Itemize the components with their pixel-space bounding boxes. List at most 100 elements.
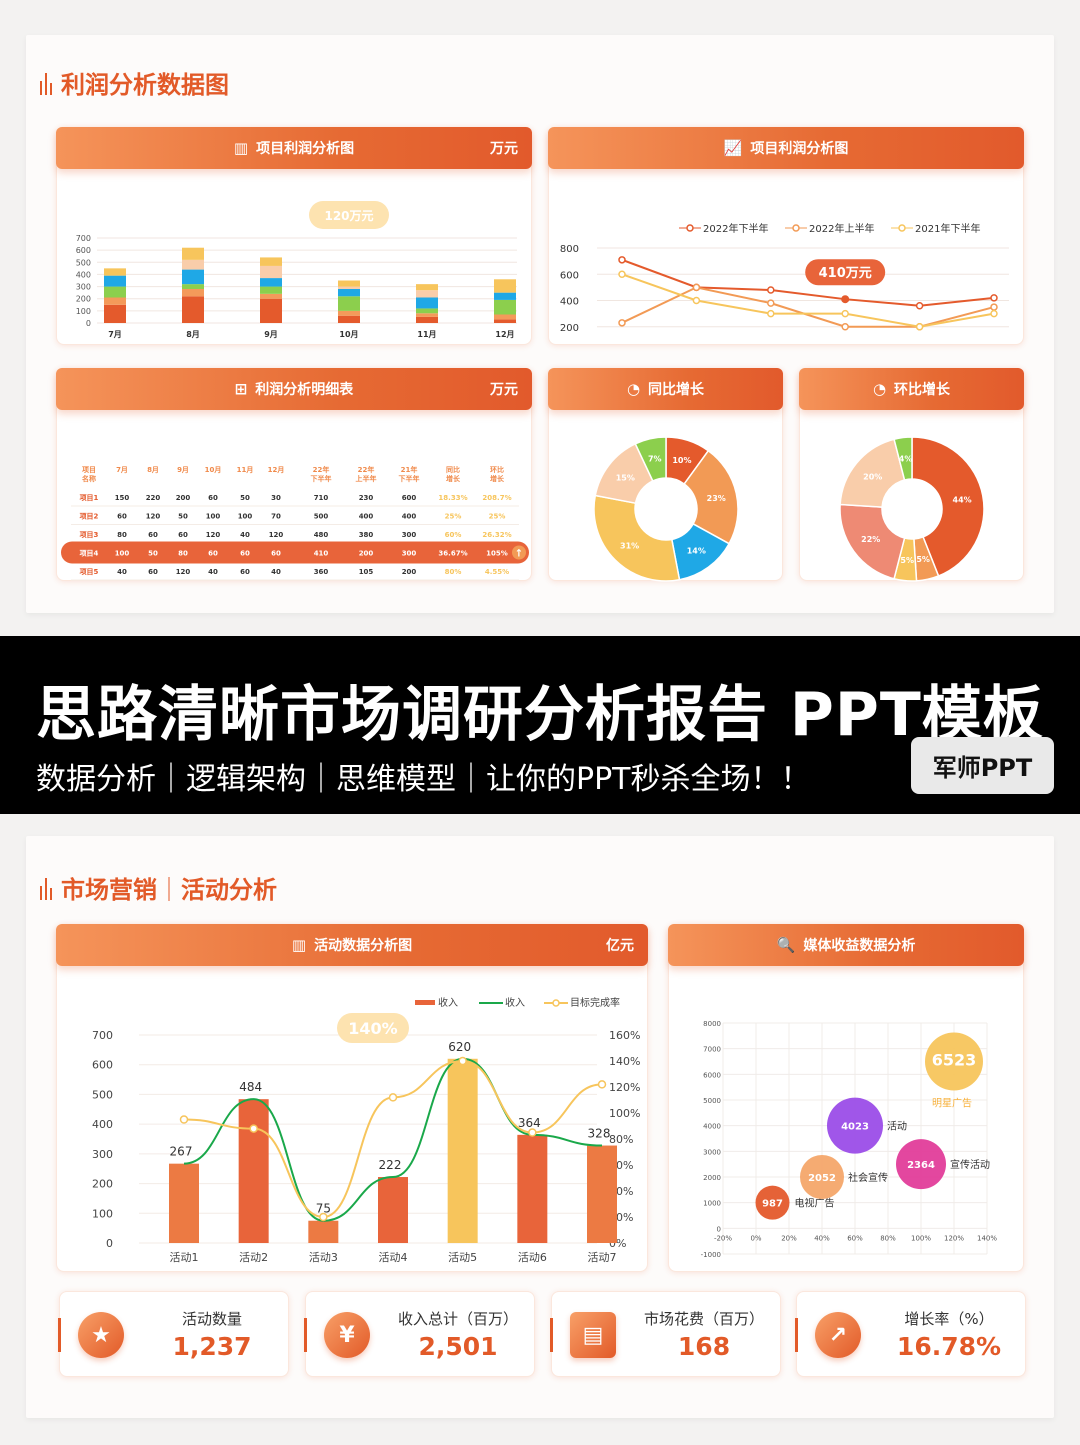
bubble <box>827 1097 883 1154</box>
x-tick-label: 20% <box>781 1234 797 1242</box>
bar-segment <box>416 313 438 317</box>
bar-segment <box>416 284 438 291</box>
table-header-cell: 10月 <box>205 466 222 474</box>
slice-label: 15% <box>616 473 635 482</box>
table-cell: 项目5 <box>80 567 99 576</box>
stacked-bar-panel: ▥ 项目利润分析图 万元 0 100 200 300 400 500 600 700 7月 8月 9… <box>56 127 532 345</box>
table-cell: 120 <box>206 531 221 539</box>
bar-segment <box>260 265 282 279</box>
y-tick-label: 600 <box>76 246 91 255</box>
money-bag-icon: ¥ <box>324 1312 370 1358</box>
kpi-marketing-spend: ▤ 市场花费（百万） 168 <box>550 1291 781 1377</box>
y-tick-label: 200 <box>560 323 579 334</box>
slice-label: 5% <box>900 556 914 565</box>
table-cell: 60 <box>178 531 188 539</box>
bar-segment <box>338 315 360 323</box>
bar-segment <box>416 308 438 314</box>
table-cell: 600 <box>402 494 417 502</box>
data-point <box>841 323 849 331</box>
table-cell: 200 <box>359 550 374 558</box>
table-cell: 380 <box>359 531 374 539</box>
bar <box>517 1134 548 1243</box>
table-cell: 360 <box>314 568 329 576</box>
bar-segment <box>494 314 516 320</box>
activity-panel-header: ▥ 活动数据分析图 亿元 <box>56 924 648 966</box>
bubble-label: 明星广告 <box>932 1097 972 1110</box>
x-tick-label: 活动7 <box>588 1251 617 1264</box>
completion-point <box>528 1128 537 1137</box>
bubble <box>755 1185 790 1220</box>
line-chart-icon: 📈 <box>723 139 743 157</box>
kpi-accent-bar <box>58 1318 61 1352</box>
completion-point <box>179 1115 189 1124</box>
kpi-activity-count: ★ 活动数量 1,237 <box>58 1291 289 1377</box>
pie-chart-icon: ◔ <box>626 380 641 398</box>
table-header-cell: 增长 <box>446 474 461 483</box>
data-label: 364 <box>518 1116 541 1130</box>
data-label: 484 <box>239 1080 262 1094</box>
data-label: 620 <box>448 1040 471 1054</box>
bar-segment <box>338 286 360 289</box>
bar <box>587 1145 617 1243</box>
bar-segment <box>104 297 126 305</box>
legend-marker <box>898 224 906 232</box>
y-tick-label: 0 <box>106 1237 113 1250</box>
legend-label: 2021年下半年 <box>915 222 980 235</box>
callout-label: 410万元 <box>819 266 872 281</box>
line-chart-panel-header: 📈 项目利润分析图 <box>548 127 1024 169</box>
table-cell: 300 <box>402 550 417 558</box>
table-cell: 40 <box>271 568 281 576</box>
table-cell: 100 <box>115 550 130 558</box>
bar-segment <box>260 278 282 287</box>
data-point <box>990 309 998 318</box>
data-point <box>841 309 849 318</box>
bubble-value: 6523 <box>932 1051 977 1070</box>
bar <box>378 1177 408 1243</box>
bubble <box>896 1139 946 1190</box>
x-tick-label: 0% <box>750 1234 761 1242</box>
legend-label: 收入 <box>438 996 458 1009</box>
marketing-slide: 市场营销｜活动分析 ▥ 活动数据分析图 亿元 0 100 200 300 400 500 6… <box>26 836 1054 1418</box>
table-header-cell: 9月 <box>177 466 189 474</box>
magnifier-icon: 🔍 <box>776 936 796 954</box>
y-tick-label: 700 <box>92 1029 113 1042</box>
donut-slice <box>593 494 681 582</box>
table-cell: 400 <box>359 513 374 521</box>
table-cell: 60 <box>240 550 250 558</box>
x-tick-label: 11月 <box>417 330 436 339</box>
x-tick-label: 7月 <box>108 330 122 339</box>
bar-segment <box>416 316 438 323</box>
bar-segment <box>182 296 204 323</box>
data-point <box>767 286 775 294</box>
line-chart: 0200400600800项目1项目2项目3项目4项目5项目62022年下半年2… <box>560 222 1009 334</box>
table-cell: 60 <box>208 494 218 502</box>
title-banner: 思路清晰市场调研分析报告 PPT模板 数据分析｜逻辑架构｜思维模型｜让你的PPT… <box>0 636 1080 814</box>
bubble-label: 宣传活动 <box>950 1158 990 1171</box>
bubble-value: 4023 <box>841 1122 869 1133</box>
bubble-value: 987 <box>762 1199 783 1210</box>
y-tick-label: 700 <box>76 234 91 243</box>
data-point <box>767 309 775 318</box>
slice-label: 20% <box>863 472 882 481</box>
table-cell: 项目3 <box>80 530 99 539</box>
table-cell: 208.7% <box>482 494 511 502</box>
bar-segment <box>104 268 126 276</box>
table-cell: 项目4 <box>80 549 99 558</box>
slice-label: 10% <box>672 456 691 465</box>
kpi-label: 市场花费（百万） <box>643 1310 764 1328</box>
data-label: 267 <box>170 1145 193 1159</box>
legend-label: 目标完成率 <box>570 996 620 1009</box>
y-tick-label: 0 <box>717 1225 721 1233</box>
banner-subtitle: 数据分析｜逻辑架构｜思维模型｜让你的PPT秒杀全场！！ <box>36 762 811 797</box>
receipt-icon: ▤ <box>570 1312 616 1358</box>
table-cell: 18.33% <box>438 494 467 502</box>
donut-slice <box>634 436 667 482</box>
y-tick-label: -1000 <box>701 1251 721 1259</box>
pie-chart-icon: ◔ <box>872 380 887 398</box>
profit-table-panel-header: ⊞ 利润分析明细表 万元 <box>56 368 532 410</box>
legend-label: 2022年下半年 <box>703 222 768 235</box>
table-cell: 80 <box>117 531 127 539</box>
y-tick-label: 400 <box>76 270 91 279</box>
table-header-cell: 同比 <box>446 465 460 474</box>
callout-bubble <box>337 1013 409 1043</box>
